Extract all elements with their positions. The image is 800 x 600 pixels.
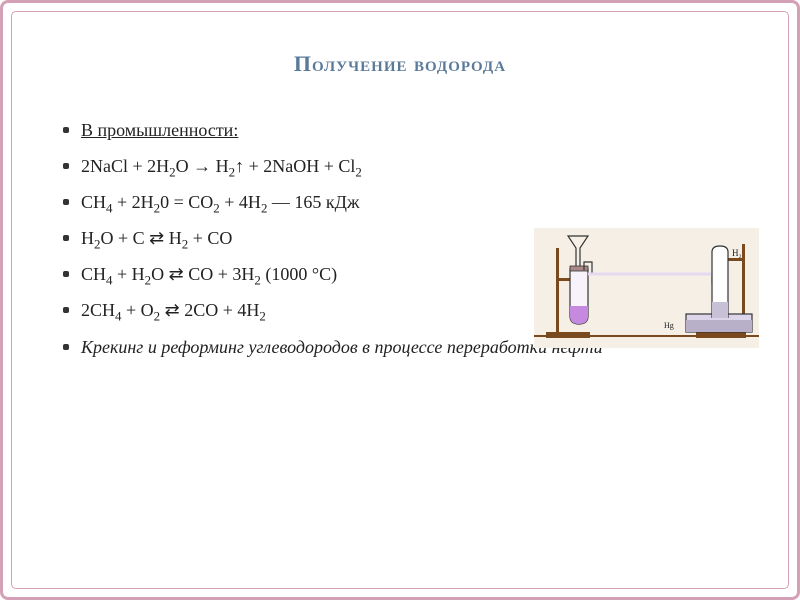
stopper (570, 266, 588, 271)
equation-2-text: CH4 + 2H20 = CO2 + 4H2 — 165 кДж (81, 192, 359, 212)
reaction-liquid (570, 306, 588, 324)
equation-2: CH4 + 2H20 = CO2 + 4H2 — 165 кДж (63, 189, 757, 215)
slide: Получение водорода В промышленности: 2Na… (0, 0, 800, 600)
equation-1-text: 2NaCl + 2H2O → H2↑ + 2NaOH + Cl2 (81, 156, 362, 176)
label-h2: H₂ (732, 248, 742, 258)
left-stand-rod (556, 248, 559, 334)
trough-liquid (686, 320, 752, 332)
apparatus-svg: H₂ Hg (534, 228, 759, 348)
equation-1: 2NaCl + 2H2O → H2↑ + 2NaOH + Cl2 (63, 153, 757, 179)
label-hg: Hg (664, 321, 674, 330)
equation-3-text: H2O + C ⇄ H2 + CO (81, 228, 232, 248)
right-stand-base (696, 332, 746, 338)
collection-mercury (712, 302, 728, 318)
equation-4-text: CH4 + H2O ⇄ CO + 3H2 (1000 °C) (81, 264, 337, 284)
footer-text: Крекинг и реформинг углеводородов в проц… (81, 337, 603, 357)
heading-text: В промышленности: (81, 120, 238, 140)
apparatus-figure: H₂ Hg (534, 228, 759, 348)
left-stand-base (546, 332, 590, 338)
heading-bullet: В промышленности: (63, 117, 757, 143)
slide-title: Получение водорода (43, 51, 757, 77)
equation-5-text: 2CH4 + O2 ⇄ 2CO + 4H2 (81, 300, 266, 320)
